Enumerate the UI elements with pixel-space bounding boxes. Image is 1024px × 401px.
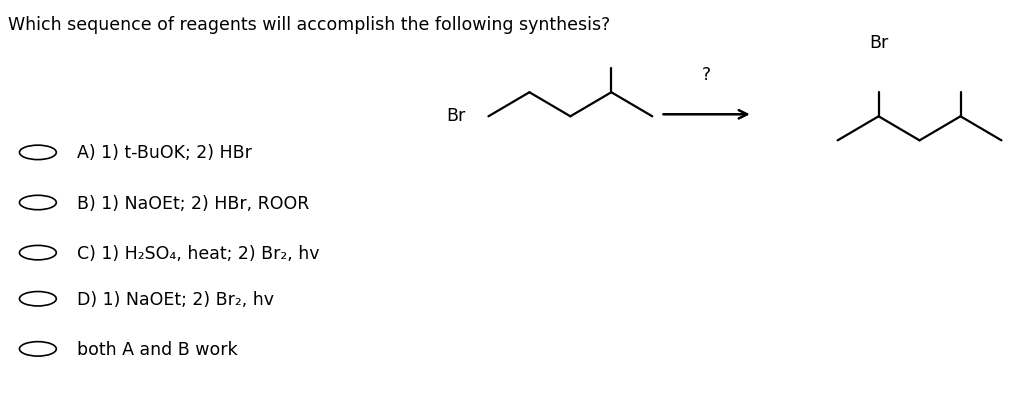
Text: B) 1) NaOEt; 2) HBr, ROOR: B) 1) NaOEt; 2) HBr, ROOR	[77, 194, 309, 213]
Text: D) 1) NaOEt; 2) Br₂, hv: D) 1) NaOEt; 2) Br₂, hv	[77, 291, 273, 309]
Text: Br: Br	[869, 34, 888, 52]
Text: both A and B work: both A and B work	[77, 341, 238, 359]
Text: Which sequence of reagents will accomplish the following synthesis?: Which sequence of reagents will accompli…	[8, 16, 610, 34]
Text: ?: ?	[702, 66, 711, 84]
Text: A) 1) t-BuOK; 2) HBr: A) 1) t-BuOK; 2) HBr	[77, 144, 252, 162]
Text: C) 1) H₂SO₄, heat; 2) Br₂, hv: C) 1) H₂SO₄, heat; 2) Br₂, hv	[77, 245, 319, 263]
Text: Br: Br	[446, 107, 466, 125]
